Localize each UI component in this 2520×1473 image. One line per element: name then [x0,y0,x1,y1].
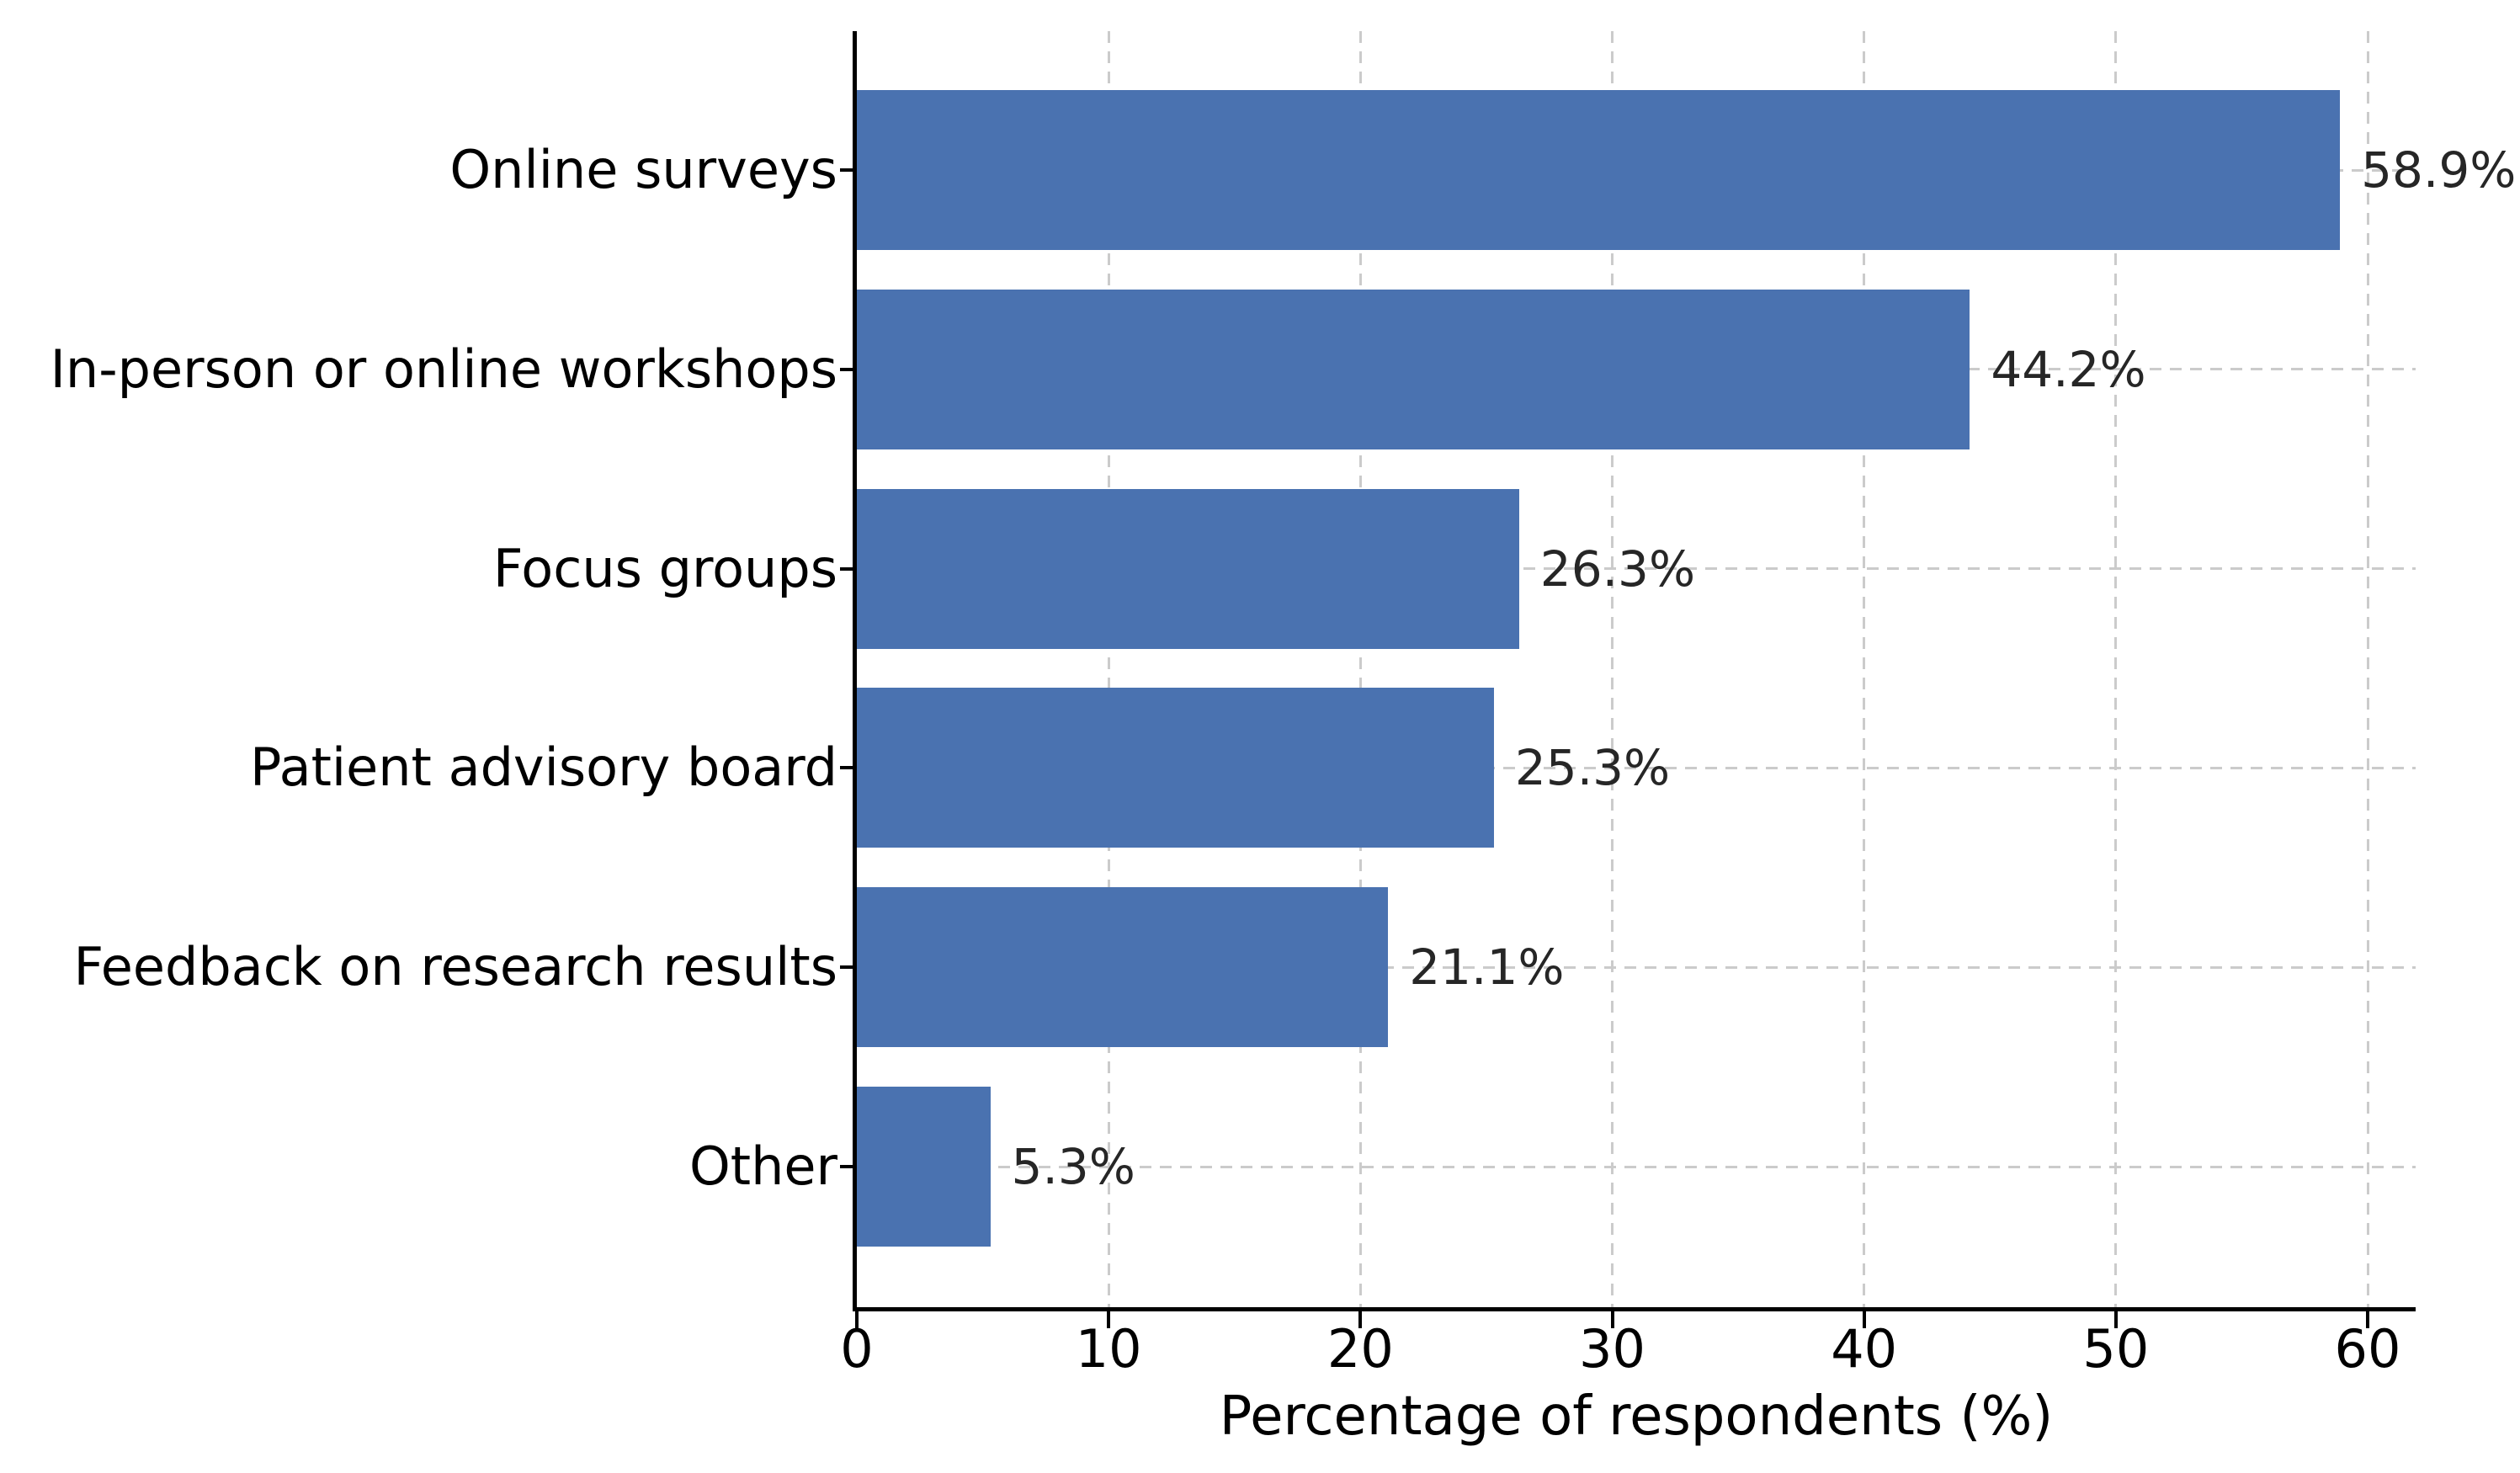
category-label: Online surveys [449,139,837,200]
x-tick-mark [2113,1307,2118,1328]
x-tick-mark [1610,1307,1614,1328]
x-gridline [1863,31,1866,1307]
category-label: Other [688,1135,837,1197]
value-label: 25.3% [1514,739,1671,797]
x-tick-label: 0 [840,1318,874,1380]
x-gridline [1358,31,1362,1307]
bar [857,488,1519,649]
x-tick-label: 60 [2334,1318,2401,1380]
y-gridline [857,567,2416,571]
x-tick-label: 30 [1579,1318,1645,1380]
bar [857,887,1389,1048]
y-tick-mark [840,965,857,970]
x-tick-mark [1862,1307,1866,1328]
plot-area [857,31,2416,1307]
x-gridline [1611,31,1614,1307]
x-tick-mark [2366,1307,2369,1328]
x-gridline [2366,31,2369,1307]
x-gridline [2114,31,2118,1307]
value-label: 58.9% [2361,141,2517,199]
x-tick-label: 50 [2082,1318,2150,1380]
x-axis-title: Percentage of respondents (%) [1219,1385,2054,1448]
value-label: 5.3% [1011,1138,1135,1195]
x-tick-mark [1358,1307,1363,1328]
x-gridline [1107,31,1110,1307]
y-tick-mark [840,367,857,371]
bar [857,289,1970,449]
y-tick-mark [840,168,857,172]
bar [857,688,1494,848]
y-gridline [857,965,2416,969]
y-gridline [857,766,2416,769]
x-tick-label: 10 [1075,1318,1142,1380]
y-gridline [857,1165,2416,1168]
value-label: 44.2% [1991,340,2146,398]
left-spine [853,31,857,1311]
x-tick-mark [1107,1307,1111,1328]
value-label: 26.3% [1539,540,1696,598]
bar [857,90,2341,250]
y-tick-mark [840,1165,857,1168]
category-label: Patient advisory board [249,736,837,799]
y-tick-mark [840,566,857,571]
x-tick-label: 40 [1831,1318,1898,1380]
y-tick-mark [840,766,857,770]
x-tick-mark [855,1307,859,1328]
value-label: 21.1% [1409,939,1565,997]
category-label: In-person or online workshops [50,338,837,400]
category-label: Feedback on research results [73,936,837,998]
bottom-spine [853,1307,2416,1311]
bar [857,1087,991,1247]
category-label: Focus groups [492,537,837,599]
x-tick-label: 20 [1326,1318,1394,1380]
